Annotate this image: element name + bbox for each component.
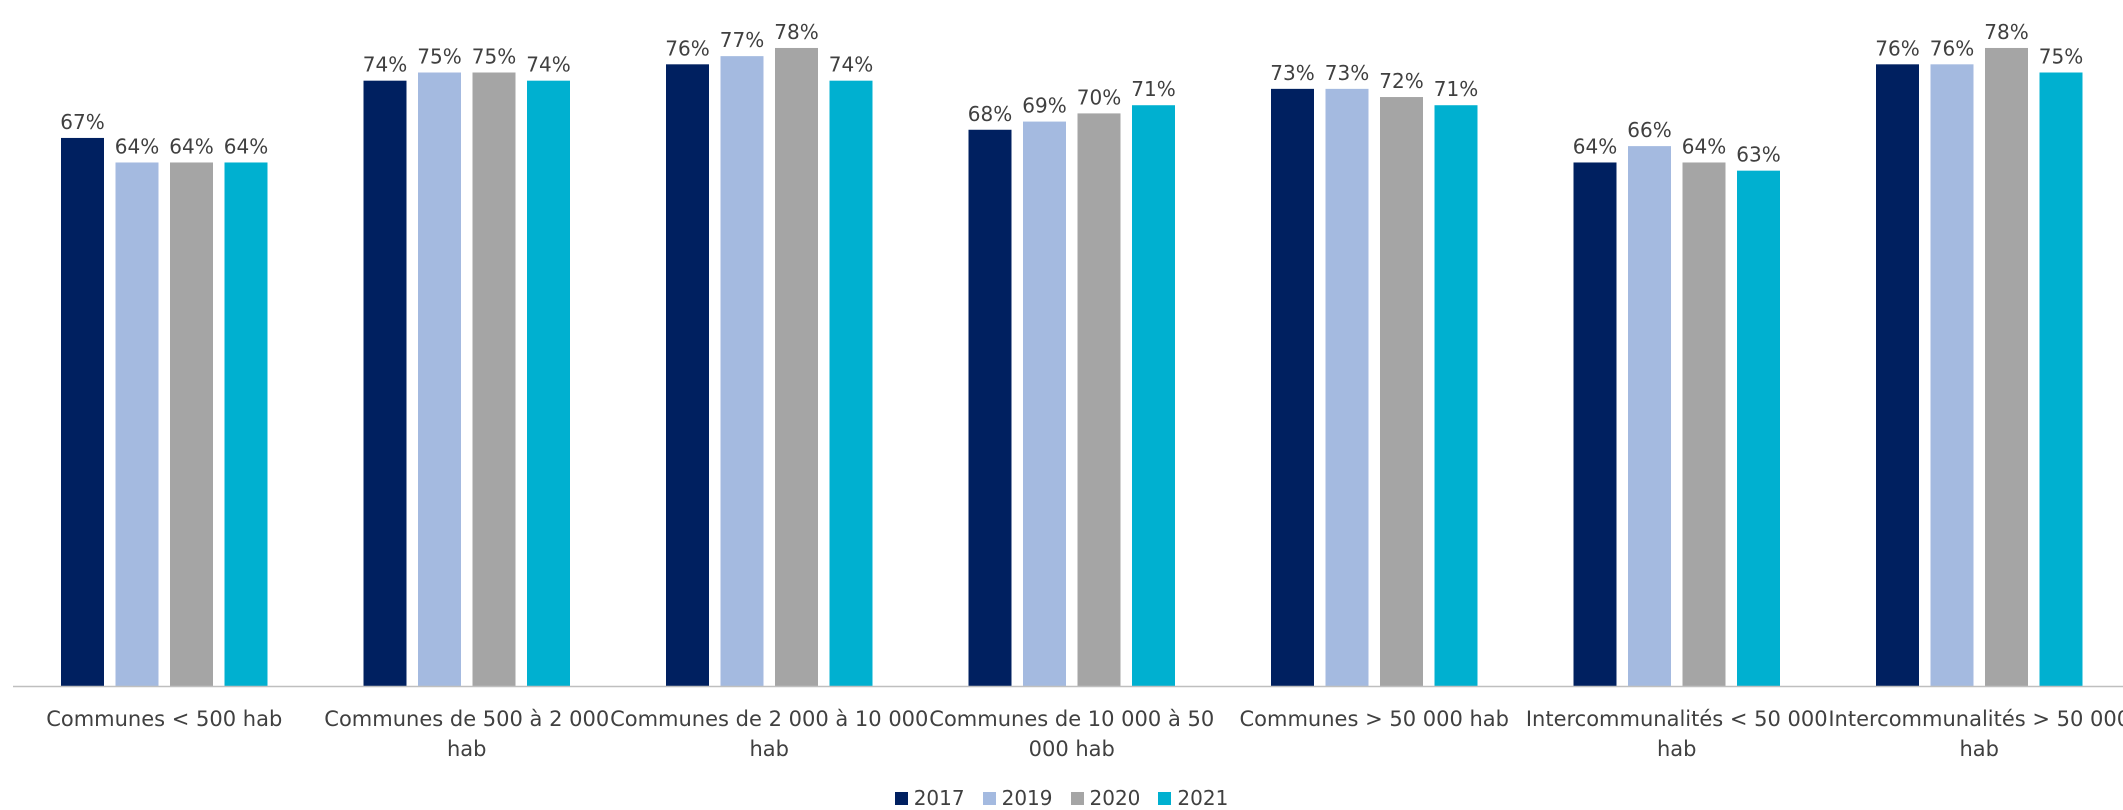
bar-2019-cat-7 (1930, 64, 1974, 686)
bar-2019-cat-3 (720, 56, 764, 686)
legend: 2017 2019 2020 2021 (0, 786, 2123, 810)
category-labels-layer: Communes < 500 hab Communes de 500 à 2 00… (46, 707, 2123, 761)
data-label-2021-cat-6: 63% (1736, 143, 1780, 167)
legend-item-2021: 2021 (1158, 786, 1228, 810)
legend-swatch-2017 (894, 791, 908, 805)
data-label-2019-cat-6: 66% (1627, 118, 1671, 142)
data-label-2017-cat-5: 73% (1270, 61, 1314, 85)
category-label-2-line-1: Communes de 500 à 2 000 (324, 707, 609, 731)
data-label-2019-cat-2: 75% (417, 45, 461, 69)
category-label-5-line-1: Communes > 50 000 hab (1239, 707, 1509, 731)
data-label-2020-cat-7: 78% (1984, 20, 2028, 44)
data-label-2021-cat-1: 64% (224, 134, 268, 158)
data-label-2017-cat-2: 74% (363, 53, 407, 77)
category-label-3-line-2: hab (749, 737, 789, 761)
bar-2021-cat-3 (829, 80, 873, 687)
bar-2021-cat-4 (1132, 105, 1175, 687)
data-label-2021-cat-5: 71% (1434, 77, 1478, 101)
bars-layer (61, 47, 2083, 687)
bar-2020-cat-1 (170, 162, 213, 687)
bar-chart: 67% 64% 64% 64% 74% 75% 75% 74% 76% 77% 78% 74% 68% 6… (13, 20, 2123, 761)
data-label-2020-cat-3: 78% (774, 20, 818, 44)
legend-swatch-2019 (982, 791, 996, 805)
bar-2017-cat-5 (1271, 88, 1314, 687)
bar-2021-cat-7 (2039, 72, 2083, 686)
legend-label-2021: 2021 (1177, 786, 1229, 810)
bar-2021-cat-6 (1737, 170, 1780, 686)
category-label-7-line-2: hab (1959, 737, 1999, 761)
legend-swatch-2020 (1070, 791, 1084, 805)
data-label-2017-cat-3: 76% (665, 36, 709, 60)
bar-2017-cat-4 (968, 129, 1012, 686)
legend-item-2020: 2020 (1070, 786, 1141, 810)
data-label-2020-cat-1: 64% (169, 134, 213, 158)
data-label-2017-cat-7: 76% (1875, 36, 1919, 60)
category-label-6-line-2: hab (1657, 737, 1697, 761)
category-label-6-line-1: Intercommunalités < 50 000 (1526, 707, 1828, 731)
legend-label-2017: 2017 (913, 786, 965, 810)
data-label-2020-cat-6: 64% (1682, 134, 1726, 158)
bar-2021-cat-1 (224, 162, 268, 687)
data-label-2020-cat-2: 75% (472, 45, 516, 69)
data-label-2017-cat-4: 68% (968, 102, 1012, 126)
bar-2020-cat-4 (1077, 113, 1121, 686)
legend-label-2019: 2019 (1001, 786, 1053, 810)
bar-2020-cat-2 (472, 72, 516, 686)
legend-item-2017: 2017 (894, 786, 965, 810)
data-label-2021-cat-4: 71% (1131, 77, 1175, 101)
bar-2020-cat-7 (1985, 47, 2028, 686)
data-label-2021-cat-2: 74% (526, 53, 570, 77)
bar-2020-cat-6 (1682, 162, 1726, 687)
data-label-2017-cat-6: 64% (1573, 134, 1617, 158)
bar-2019-cat-1 (115, 162, 159, 687)
bar-2017-cat-2 (363, 80, 407, 687)
data-label-2020-cat-5: 72% (1379, 69, 1423, 93)
bar-2017-cat-7 (1876, 64, 1919, 686)
bar-2020-cat-3 (775, 47, 818, 686)
data-label-2021-cat-3: 74% (829, 53, 873, 77)
bar-2017-cat-3 (666, 64, 709, 686)
data-label-2020-cat-4: 70% (1077, 85, 1121, 109)
legend-swatch-2021 (1158, 791, 1172, 805)
data-label-2021-cat-7: 75% (2039, 45, 2083, 69)
legend-label-2020: 2020 (1089, 786, 1141, 810)
category-label-3-line-1: Communes de 2 000 à 10 000 (610, 707, 928, 731)
data-label-2019-cat-7: 76% (1930, 36, 1974, 60)
data-label-2019-cat-5: 73% (1325, 61, 1369, 85)
category-label-7-line-1: Intercommunalités > 50 000 (1828, 707, 2123, 731)
data-label-2019-cat-3: 77% (720, 28, 764, 52)
bar-2017-cat-1 (61, 137, 104, 686)
category-label-1-line-1: Communes < 500 hab (46, 707, 282, 731)
category-label-4-line-1: Communes de 10 000 à 50 (929, 707, 1214, 731)
bar-2019-cat-5 (1325, 88, 1369, 687)
value-labels-layer: 67% 64% 64% 64% 74% 75% 75% 74% 76% 77% 78% 74% 68% 6… (60, 20, 2083, 167)
bar-2019-cat-4 (1023, 121, 1066, 686)
bar-2021-cat-5 (1434, 105, 1478, 687)
data-label-2019-cat-4: 69% (1022, 94, 1066, 118)
bar-2017-cat-6 (1573, 162, 1617, 687)
category-label-4-line-2: 000 hab (1029, 737, 1115, 761)
data-label-2019-cat-1: 64% (115, 134, 159, 158)
bar-2019-cat-6 (1628, 146, 1671, 686)
bar-2020-cat-5 (1380, 97, 1423, 687)
legend-item-2019: 2019 (982, 786, 1053, 810)
bar-2019-cat-2 (418, 72, 461, 686)
bar-2021-cat-2 (527, 80, 570, 687)
category-label-2-line-2: hab (447, 737, 487, 761)
data-label-2017-cat-1: 67% (60, 110, 104, 134)
